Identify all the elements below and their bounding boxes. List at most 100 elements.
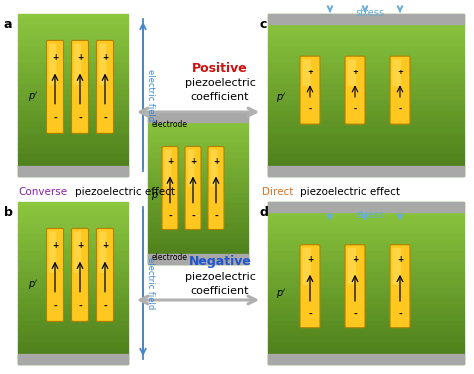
Text: $p'$: $p'$ <box>28 90 38 104</box>
Bar <box>18 36 128 41</box>
Bar <box>268 234 464 240</box>
Text: Converse: Converse <box>18 187 67 197</box>
Bar <box>18 171 128 176</box>
Text: +: + <box>190 157 196 166</box>
Bar <box>148 259 248 264</box>
Text: c: c <box>260 18 267 31</box>
Bar <box>268 68 464 73</box>
Bar <box>18 278 128 283</box>
FancyBboxPatch shape <box>345 56 365 124</box>
Bar <box>18 294 128 299</box>
Bar <box>18 73 128 79</box>
Bar <box>148 173 248 178</box>
Bar <box>268 111 464 117</box>
Bar <box>18 166 128 176</box>
Bar <box>268 154 464 160</box>
Bar <box>268 138 464 144</box>
Bar <box>268 41 464 46</box>
Bar <box>268 202 464 208</box>
FancyBboxPatch shape <box>72 40 89 134</box>
Text: -: - <box>103 302 107 311</box>
Bar <box>148 198 248 203</box>
FancyBboxPatch shape <box>210 150 218 187</box>
Bar <box>268 321 464 326</box>
Bar <box>18 117 128 122</box>
Bar <box>148 122 248 127</box>
Bar <box>268 128 464 133</box>
Bar <box>268 62 464 68</box>
Bar <box>268 256 464 261</box>
Bar <box>268 202 464 212</box>
Bar <box>18 100 128 106</box>
FancyBboxPatch shape <box>208 147 224 230</box>
Text: -: - <box>53 302 57 311</box>
FancyBboxPatch shape <box>390 56 410 124</box>
Bar <box>148 254 248 264</box>
Bar <box>148 208 248 213</box>
Bar <box>148 137 248 142</box>
FancyBboxPatch shape <box>300 245 320 328</box>
Bar <box>18 90 128 95</box>
Bar <box>18 321 128 326</box>
Bar <box>268 133 464 138</box>
Bar <box>268 359 464 364</box>
Bar <box>18 337 128 343</box>
Text: -: - <box>353 310 357 319</box>
Text: stress: stress <box>356 210 384 220</box>
Text: piezoelectric: piezoelectric <box>184 272 255 282</box>
Text: $p'$: $p'$ <box>276 91 286 105</box>
Text: +: + <box>102 53 108 62</box>
Bar <box>18 79 128 84</box>
Bar <box>148 157 248 163</box>
Text: +: + <box>167 157 173 166</box>
Bar <box>18 25 128 30</box>
Bar <box>268 288 464 294</box>
Bar <box>18 111 128 117</box>
FancyBboxPatch shape <box>72 229 89 321</box>
Bar <box>18 240 128 245</box>
Bar <box>268 299 464 304</box>
FancyBboxPatch shape <box>99 43 106 85</box>
Bar <box>268 25 464 30</box>
Bar <box>268 160 464 165</box>
Bar <box>18 208 128 213</box>
Text: stress: stress <box>356 8 384 18</box>
Bar <box>18 224 128 229</box>
Bar <box>18 160 128 165</box>
Bar <box>268 240 464 245</box>
Bar <box>148 117 248 122</box>
FancyBboxPatch shape <box>302 248 311 285</box>
Bar <box>148 132 248 137</box>
Bar <box>18 57 128 62</box>
FancyBboxPatch shape <box>185 147 201 230</box>
Text: -: - <box>354 105 356 114</box>
Bar <box>18 299 128 304</box>
Bar <box>268 100 464 106</box>
Text: piezoelectric: piezoelectric <box>184 78 255 88</box>
FancyBboxPatch shape <box>74 232 82 273</box>
FancyBboxPatch shape <box>345 245 365 328</box>
FancyBboxPatch shape <box>164 150 171 187</box>
Text: Positive: Positive <box>192 61 248 74</box>
Bar <box>18 354 128 364</box>
Text: Negative: Negative <box>189 255 251 269</box>
FancyBboxPatch shape <box>74 43 82 85</box>
Text: electrode: electrode <box>152 253 188 262</box>
Text: -: - <box>309 105 311 114</box>
Bar <box>268 354 464 364</box>
FancyBboxPatch shape <box>46 40 64 134</box>
Bar <box>268 343 464 348</box>
Bar <box>18 343 128 348</box>
Bar <box>268 337 464 343</box>
Text: +: + <box>397 69 403 75</box>
Bar <box>18 315 128 321</box>
Bar <box>18 245 128 251</box>
Bar <box>268 166 464 176</box>
Bar <box>18 304 128 310</box>
Text: +: + <box>52 53 58 62</box>
Bar <box>268 36 464 41</box>
Text: -: - <box>103 114 107 123</box>
Bar <box>18 310 128 315</box>
Text: +: + <box>397 255 403 264</box>
Bar <box>18 154 128 160</box>
